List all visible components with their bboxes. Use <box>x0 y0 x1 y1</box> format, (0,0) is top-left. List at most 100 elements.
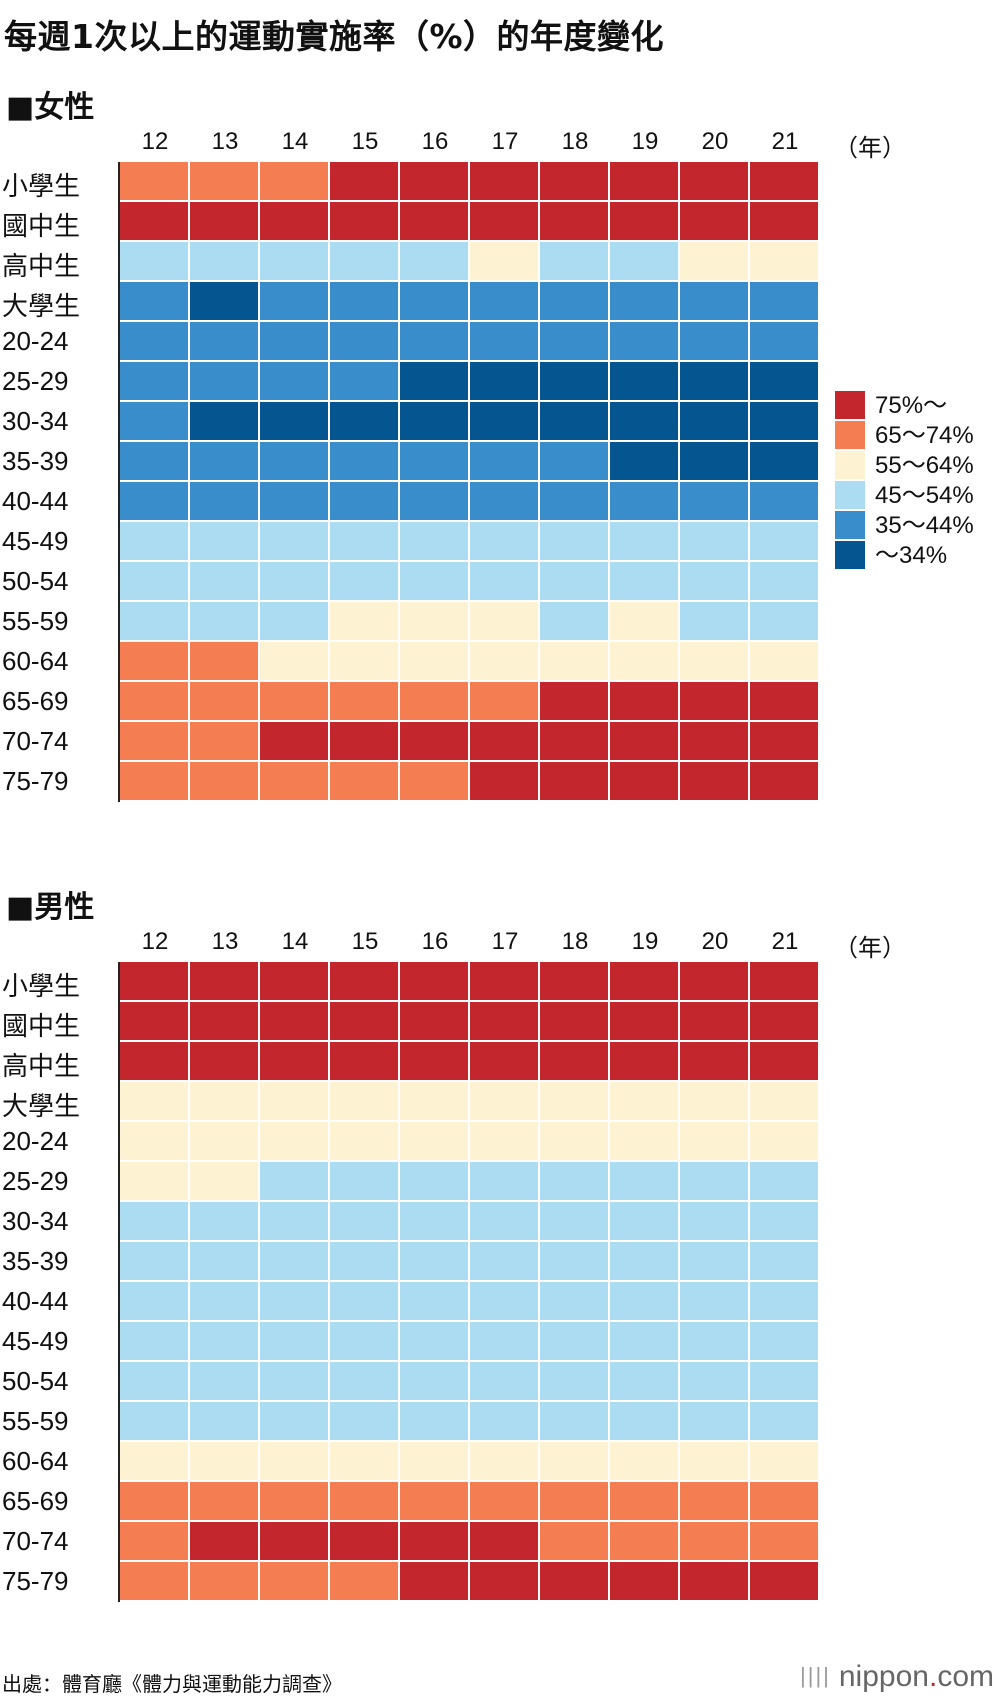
women-heatmap-cell <box>750 602 820 642</box>
men-heatmap-cell <box>190 1322 260 1362</box>
women-heatmap-cell <box>400 242 470 282</box>
women-heatmap-cell <box>400 202 470 242</box>
women-row-label: 45-49 <box>2 526 69 556</box>
legend-label: 75%～ <box>875 392 948 419</box>
women-year-label: 18 <box>561 128 589 155</box>
women-heatmap-cell <box>190 642 260 682</box>
women-heatmap-cell <box>610 642 680 682</box>
women-heatmap-cell <box>680 522 750 562</box>
men-row-label: 25-29 <box>2 1166 69 1196</box>
men-heatmap-cell <box>190 1362 260 1402</box>
men-heatmap-cell <box>400 1482 470 1522</box>
women-heatmap-cell <box>260 482 330 522</box>
men-year-label: 19 <box>631 928 659 955</box>
men-heatmap-cell <box>540 1002 610 1042</box>
women-heatmap-cell <box>540 282 610 322</box>
women-heatmap-cell <box>260 762 330 802</box>
women-heatmap-cell <box>540 602 610 642</box>
men-heatmap-cell <box>680 1442 750 1482</box>
men-heatmap-cell <box>190 1202 260 1242</box>
men-heatmap-cell <box>400 962 470 1002</box>
men-heatmap-cell <box>610 1522 680 1562</box>
men-heatmap-cell <box>540 1082 610 1122</box>
men-heatmap-cell <box>120 1082 190 1122</box>
women-heatmap-cell <box>120 322 190 362</box>
women-heatmap-cell <box>190 562 260 602</box>
men-year-label: 17 <box>491 928 519 955</box>
women-heatmap-cell <box>540 162 610 202</box>
men-heatmap-cell <box>190 1122 260 1162</box>
men-heatmap-cell <box>330 1242 400 1282</box>
legend-swatch <box>835 451 865 479</box>
women-heatmap-cell <box>470 722 540 762</box>
men-heatmap-cell <box>400 1362 470 1402</box>
women-year-label: 13 <box>211 128 239 155</box>
women-heatmap-cell <box>330 402 400 442</box>
women-heatmap-cell <box>610 722 680 762</box>
women-heatmap-cell <box>330 202 400 242</box>
men-heatmap-cell <box>610 1402 680 1442</box>
legend-item: 75%～ <box>835 391 995 421</box>
women-heatmap-cell <box>610 322 680 362</box>
women-heatmap-cell <box>610 282 680 322</box>
men-heatmap-cell <box>680 1002 750 1042</box>
men-heatmap-cell <box>610 1162 680 1202</box>
men-heatmap-cell <box>610 1122 680 1162</box>
men-heatmap-cell <box>400 1282 470 1322</box>
men-heatmap-cell <box>120 1242 190 1282</box>
men-heatmap-cell <box>680 1082 750 1122</box>
men-heatmap-cell <box>610 1562 680 1602</box>
women-row-label: 60-64 <box>2 646 69 676</box>
men-heatmap-cell <box>190 1442 260 1482</box>
men-heatmap-cell <box>540 1122 610 1162</box>
women-row-label: 50-54 <box>2 566 69 596</box>
legend-label: 55～64% <box>875 452 974 479</box>
men-heatmap-cell <box>680 1482 750 1522</box>
men-row-label: 65-69 <box>2 1486 69 1516</box>
women-heatmap-cell <box>190 682 260 722</box>
men-year-label: 12 <box>141 928 169 955</box>
women-heatmap-cell <box>680 242 750 282</box>
women-heatmap-cell <box>610 562 680 602</box>
women-year-label: 21 <box>771 128 799 155</box>
women-heatmap-cell <box>470 482 540 522</box>
men-heatmap-cell <box>400 1202 470 1242</box>
men-year-label: 18 <box>561 928 589 955</box>
women-heatmap-cell <box>540 642 610 682</box>
women-heatmap-cell <box>190 722 260 762</box>
legend-item: ～34% <box>835 541 995 571</box>
women-heatmap-cell <box>680 162 750 202</box>
women-heatmap-cell <box>120 482 190 522</box>
women-heatmap-cell <box>680 682 750 722</box>
women-heatmap-cell <box>120 682 190 722</box>
men-heatmap-cell <box>260 1442 330 1482</box>
men-row-label: 高中生 <box>2 1051 81 1081</box>
men-heatmap-cell <box>750 1522 820 1562</box>
men-heatmap-cell <box>470 1122 540 1162</box>
men-year-label: 21 <box>771 928 799 955</box>
men-heatmap-cell <box>400 1002 470 1042</box>
women-heatmap-cell <box>120 722 190 762</box>
women-heatmap-cell <box>540 682 610 722</box>
women-heatmap-cell <box>330 442 400 482</box>
women-heatmap-cell <box>120 642 190 682</box>
men-heatmap-cell <box>330 1082 400 1122</box>
women-row-label: 35-39 <box>2 446 69 476</box>
men-heatmap-cell <box>330 1522 400 1562</box>
women-row-label: 70-74 <box>2 726 69 756</box>
men-row-label: 35-39 <box>2 1246 69 1276</box>
men-heatmap-cell <box>470 1162 540 1202</box>
women-heatmap-cell <box>330 642 400 682</box>
women-heatmap-cell <box>680 642 750 682</box>
women-heatmap-cell <box>540 362 610 402</box>
women-heatmap-cell <box>260 282 330 322</box>
men-heatmap-cell <box>470 1482 540 1522</box>
women-heatmap-cell <box>120 522 190 562</box>
men-heatmap-cell <box>190 1522 260 1562</box>
brand-suffix: com <box>937 1660 994 1693</box>
men-heatmap-cell <box>400 1042 470 1082</box>
men-heatmap-cell <box>610 1482 680 1522</box>
men-row-label: 75-79 <box>2 1566 69 1596</box>
men-heatmap-cell <box>190 1162 260 1202</box>
legend-swatch <box>835 421 865 449</box>
